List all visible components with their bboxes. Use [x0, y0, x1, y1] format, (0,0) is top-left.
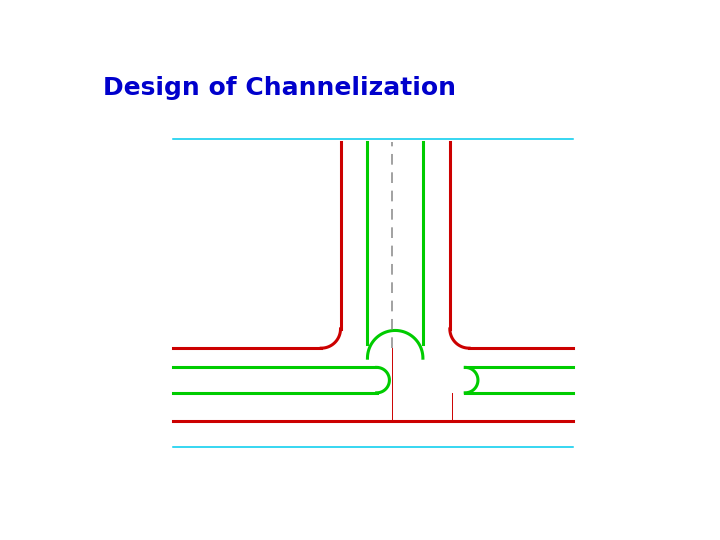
Text: Design of Channelization: Design of Channelization	[104, 76, 456, 100]
